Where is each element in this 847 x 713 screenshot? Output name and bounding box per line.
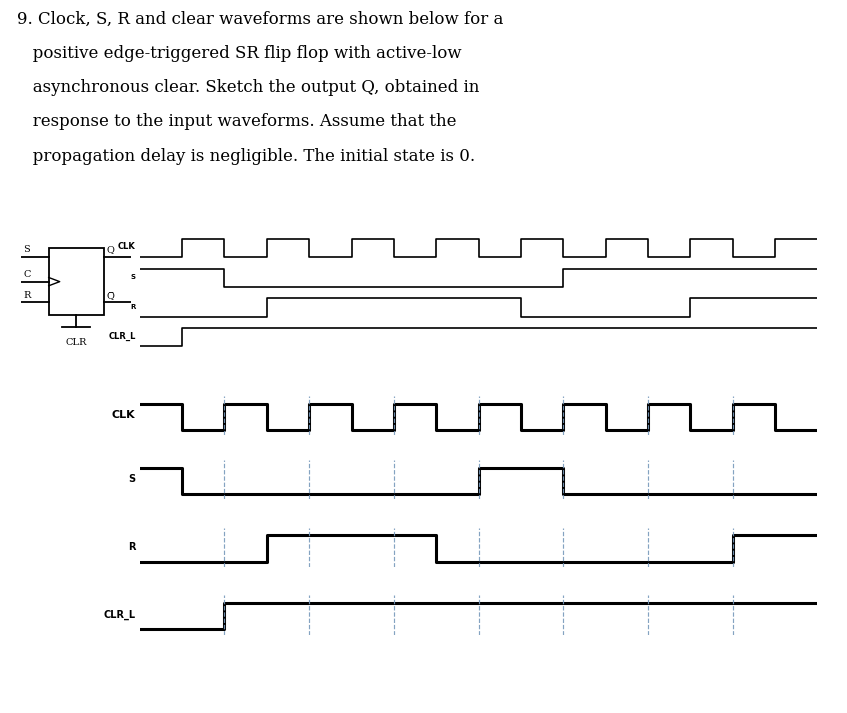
Text: S: S: [129, 474, 136, 485]
Text: Q̅: Q̅: [107, 291, 114, 300]
Text: response to the input waveforms. Assume that the: response to the input waveforms. Assume …: [17, 113, 457, 130]
Text: Q: Q: [107, 245, 114, 254]
Text: CLR: CLR: [65, 337, 86, 347]
Text: 9. Clock, S, R and clear waveforms are shown below for a: 9. Clock, S, R and clear waveforms are s…: [17, 11, 503, 28]
Text: R: R: [23, 291, 30, 300]
Text: CLK: CLK: [118, 242, 136, 251]
Text: propagation delay is negligible. The initial state is 0.: propagation delay is negligible. The ini…: [17, 148, 475, 165]
Text: S: S: [130, 274, 136, 279]
Text: CLR_L: CLR_L: [108, 332, 136, 341]
Text: R: R: [130, 304, 136, 309]
Text: positive edge-triggered SR flip flop with active-low: positive edge-triggered SR flip flop wit…: [17, 45, 462, 62]
Text: S: S: [23, 245, 30, 254]
Text: CLK: CLK: [112, 410, 136, 421]
Text: CLR_L: CLR_L: [103, 610, 136, 620]
Text: R: R: [128, 542, 136, 553]
Text: asynchronous clear. Sketch the output Q, obtained in: asynchronous clear. Sketch the output Q,…: [17, 79, 479, 96]
Text: C: C: [23, 270, 30, 279]
